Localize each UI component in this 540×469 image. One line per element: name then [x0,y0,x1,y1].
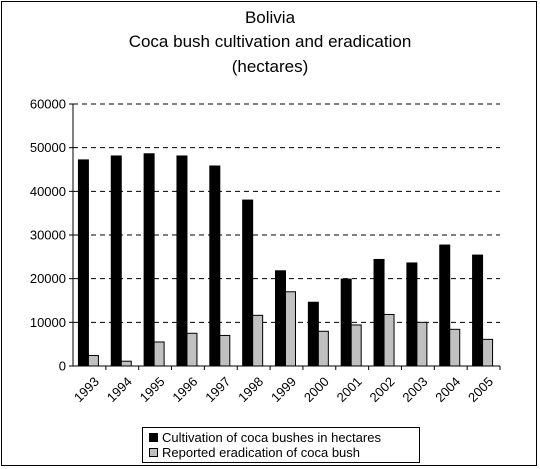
bar-cultivation-2000 [307,301,319,367]
bar-cultivation-1996 [176,155,188,367]
x-tick-label-1996: 1996 [169,374,200,405]
y-tick-label-60000: 60000 [30,97,66,112]
x-tick-label-1998: 1998 [235,374,266,405]
legend-label-eradication: Reported eradication of coca bush [162,445,361,460]
bar-cultivation-2004 [439,244,451,367]
bar-eradication-1994 [120,360,132,367]
bar-cultivation-1995 [143,153,155,367]
x-tick-label-1997: 1997 [202,374,233,405]
bar-cultivation-1993 [77,159,89,367]
bar-eradication-2002 [383,313,395,367]
chart-title-line-1: Bolivia [244,8,296,27]
chart-title-line-3: (hectares) [231,57,309,76]
x-tick-label-2000: 2000 [301,374,332,405]
bar-eradication-1995 [153,341,165,367]
bar-cultivation-2002 [373,258,385,367]
y-tick-label-40000: 40000 [30,184,66,199]
x-tick-label-1999: 1999 [268,374,299,405]
x-tick-label-1994: 1994 [104,374,135,405]
bar-eradication-1999 [285,291,296,367]
x-tick-label-2002: 2002 [367,374,398,405]
y-tick-label-30000: 30000 [30,228,66,243]
bar-cultivation-1999 [275,270,286,367]
x-tick-label-2001: 2001 [334,374,365,405]
x-tick-label-2005: 2005 [465,374,496,405]
bar-eradication-2000 [317,330,329,367]
bar-eradication-2003 [416,321,428,367]
bar-eradication-1997 [219,334,231,367]
bar-eradication-2005 [482,338,494,367]
legend-swatch-eradication [149,448,158,457]
chart-title-line-2: Coca bush cultivation and eradication [128,32,412,51]
bar-eradication-2004 [449,328,461,367]
chart-legend: Cultivation of coca bushes in hectares R… [142,427,420,463]
bar-eradication-2001 [350,324,362,367]
x-tick-label-1993: 1993 [71,374,102,405]
x-tick-label-1995: 1995 [137,374,168,405]
y-tick-label-20000: 20000 [30,271,66,286]
bar-eradication-1996 [186,332,198,367]
y-tick-label-0: 0 [59,359,66,374]
bar-cultivation-2005 [472,254,484,367]
x-tick-label-2004: 2004 [432,374,463,405]
x-tick-label-2003: 2003 [399,374,430,405]
y-tick-label-10000: 10000 [30,315,66,330]
bar-eradication-1993 [87,355,99,367]
bar-cultivation-2001 [340,278,352,367]
bar-eradication-1998 [252,314,264,367]
bar-cultivation-1998 [242,199,254,367]
bar-cultivation-1994 [110,155,122,367]
legend-label-cultivation: Cultivation of coca bushes in hectares [162,430,381,445]
bar-cultivation-1997 [209,165,221,367]
y-tick-label-50000: 50000 [30,140,66,155]
bar-cultivation-2003 [406,262,418,367]
legend-swatch-cultivation [149,433,158,442]
